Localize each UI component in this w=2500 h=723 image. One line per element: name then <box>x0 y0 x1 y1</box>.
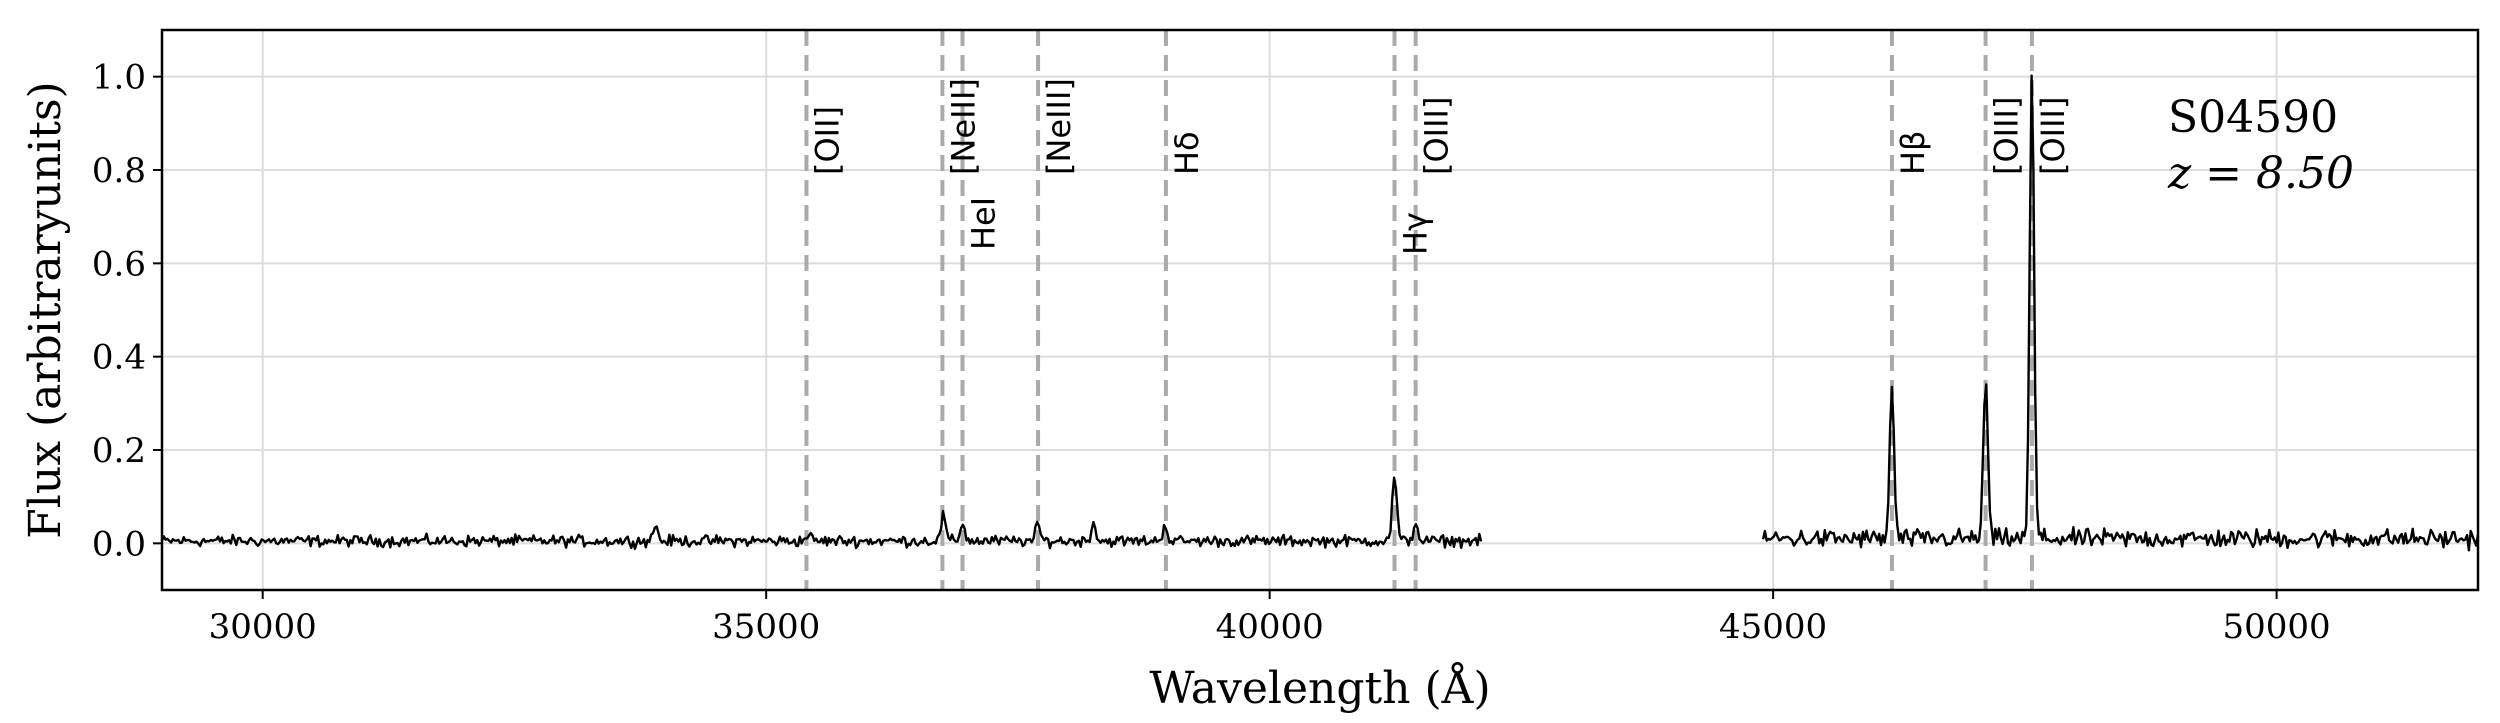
y-tick-label: 0.6 <box>92 244 146 284</box>
emission-line-label: [OIII] <box>1988 97 2026 175</box>
y-tick-label: 0.0 <box>92 524 146 564</box>
emission-line-label: Hδ <box>1168 131 1206 175</box>
spectrum-series <box>160 74 2480 552</box>
emission-line-labels: [OII] [NeIII] HeI [NeIII] Hδ Hγ [OIII] Hβ [OIII]… <box>808 78 2071 255</box>
emission-line-markers <box>804 30 2034 590</box>
y-axis-title: Flux (arbitraryunits) <box>20 81 71 538</box>
emission-line-label: [NeIII] <box>944 78 982 175</box>
grid-lines <box>162 30 2478 590</box>
emission-line-label: [OII] <box>808 106 846 175</box>
plot-frame <box>160 28 2480 592</box>
spectrum-segment <box>160 476 1483 550</box>
x-tick-label: 45000 <box>1719 607 1827 647</box>
emission-line-label: [OIII] <box>2034 97 2072 175</box>
axis-ticks: 30000 35000 40000 45000 50000 0.0 0.2 0.4 0.6 0.8… <box>92 58 2331 647</box>
y-tick-label: 1.0 <box>92 58 146 98</box>
x-tick-label: 30000 <box>209 607 317 647</box>
x-axis-title: Wavelength (Å) <box>1149 661 1490 714</box>
emission-line-label: [NeIII] <box>1040 78 1078 175</box>
y-tick-label: 0.8 <box>92 151 146 191</box>
emission-line-label: Hγ <box>1397 212 1435 255</box>
y-tick-label: 0.2 <box>92 431 146 471</box>
emission-line-label: Hβ <box>1894 131 1932 175</box>
x-tick-label: 50000 <box>2223 607 2331 647</box>
emission-line-label: HeI <box>965 197 1003 250</box>
redshift-label: z = 8.50 <box>2167 148 2354 199</box>
emission-line-label: [OIII] <box>1418 97 1456 175</box>
x-tick-label: 35000 <box>712 607 820 647</box>
x-tick-label: 40000 <box>1216 607 1324 647</box>
spectrum-segment <box>1761 74 2480 552</box>
y-tick-label: 0.4 <box>92 338 146 378</box>
object-name: S04590 <box>2168 92 2338 143</box>
